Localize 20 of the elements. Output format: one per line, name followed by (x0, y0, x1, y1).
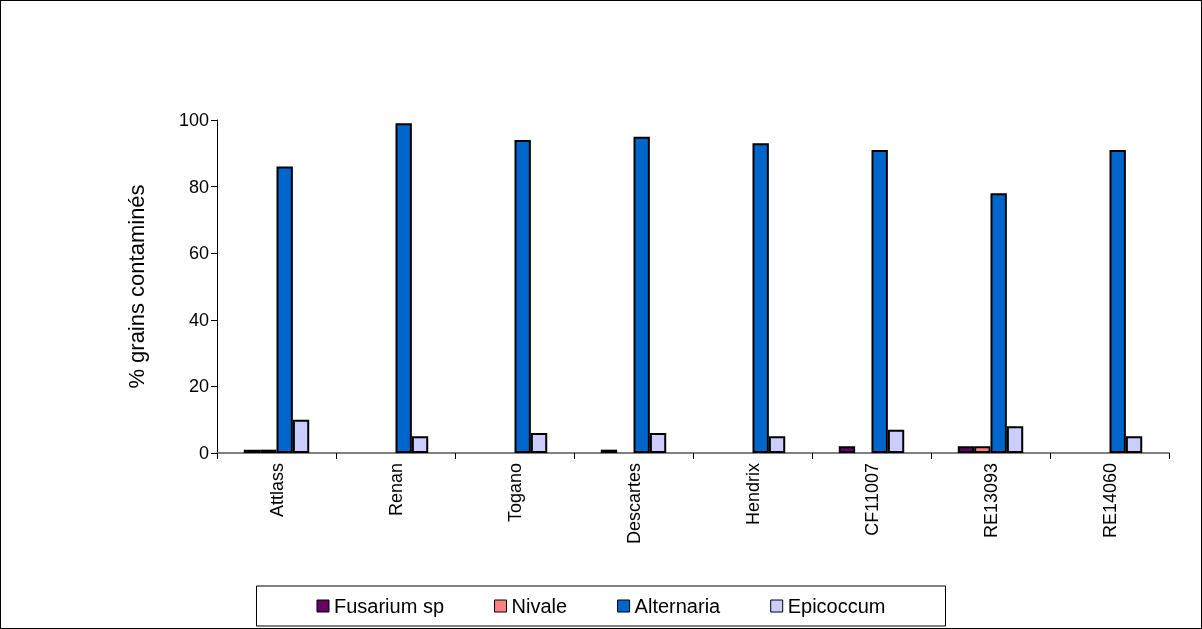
legend-label: Alternaria (634, 595, 722, 617)
y-tick-label: 0 (198, 443, 209, 463)
y-tick-label: 60 (188, 243, 209, 264)
y-axis-title: % grains contaminés (123, 184, 149, 389)
x-tick-label: Descartes (623, 463, 644, 545)
y-tick-label: 80 (188, 176, 209, 197)
x-tick-label: RE13093 (980, 463, 1001, 539)
x-tick-label: Hendrix (742, 463, 763, 526)
y-tick-label: 100 (178, 110, 209, 130)
legend-label: Fusarium sp (333, 595, 445, 617)
x-tick-label: Attlass (266, 463, 287, 518)
x-tick-label: Togano (504, 463, 525, 523)
x-tick-label: Renan (385, 463, 406, 517)
x-tick-label: RE14060 (1099, 463, 1120, 539)
bar (838, 446, 856, 453)
y-tick-label: 20 (188, 376, 209, 397)
legend-label: Epicoccum (787, 595, 886, 617)
x-tick-label: CF11007 (861, 463, 882, 536)
legend-label: Nivale (511, 595, 568, 617)
y-tick-label: 40 (188, 309, 209, 330)
